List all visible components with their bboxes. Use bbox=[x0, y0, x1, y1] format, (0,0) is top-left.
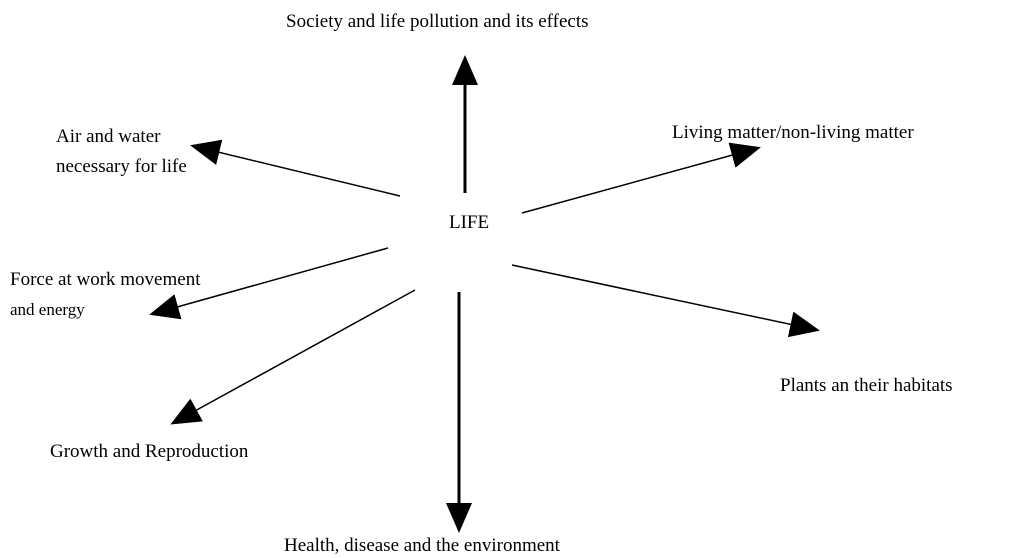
center-label: LIFE bbox=[449, 212, 489, 233]
node-label: Living matter/non-living matter bbox=[672, 122, 914, 143]
node-label: Plants an their habitats bbox=[780, 375, 953, 396]
node-label: Society and life pollution and its effec… bbox=[286, 11, 589, 32]
node-label: necessary for life bbox=[56, 156, 187, 177]
arrow bbox=[511, 264, 820, 338]
node-label: Growth and Reproduction bbox=[50, 441, 249, 462]
arrow bbox=[521, 142, 761, 214]
arrow bbox=[170, 289, 416, 425]
node-label: Health, disease and the environment bbox=[284, 535, 561, 556]
node-label: Air and water bbox=[56, 126, 161, 147]
arrows bbox=[149, 55, 820, 533]
arrow bbox=[149, 247, 389, 320]
node-label: Force at work movement bbox=[10, 269, 201, 290]
arrow bbox=[190, 139, 401, 197]
node-label: and energy bbox=[10, 300, 85, 319]
